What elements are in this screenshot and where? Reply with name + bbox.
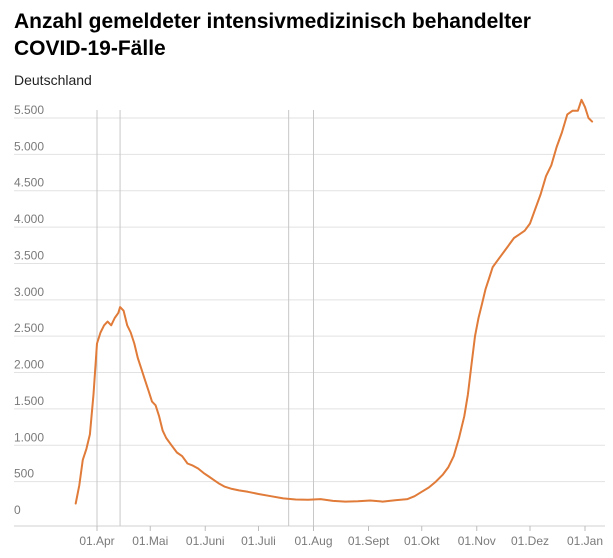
chart-subtitle: Deutschland: [14, 72, 92, 88]
x-tick-label: 01.Apr: [79, 534, 114, 548]
x-tick-label: 01.Okt: [404, 534, 440, 548]
reference-lines: [96, 110, 314, 526]
y-tick-label: 2.500: [14, 321, 44, 335]
series: [74, 98, 594, 505]
y-axis-ticks: 0 500 1.000 1.500 2.000 2.500 3.000 3.500 4.000 4…: [14, 103, 44, 517]
y-tick-label: 1.500: [14, 394, 44, 408]
x-tick-label: 01.Juli: [241, 534, 276, 548]
y-tick-label: 2.000: [14, 358, 44, 372]
x-tick-label: 01.Sept: [348, 534, 390, 548]
x-axis-ticks: 01.Apr 01.Mai 01.Juni 01.Juli 01.Aug 01.Sept 0…: [79, 526, 603, 548]
y-tick-label: 4.000: [14, 212, 44, 226]
y-tick-label: 3.000: [14, 285, 44, 299]
x-tick-label: 01.Juni: [186, 534, 225, 548]
y-tick-label: 1.000: [14, 430, 44, 444]
y-tick-label: 500: [14, 467, 34, 481]
x-tick-label: 01.Dez: [511, 534, 549, 548]
y-tick-label: 3.500: [14, 248, 44, 262]
x-tick-label: 01.Nov: [458, 534, 496, 548]
chart-title: Anzahl gemeldeter intensivmedizinisch be…: [14, 10, 531, 60]
y-tick-label: 5.500: [14, 103, 44, 117]
y-tick-label: 4.500: [14, 176, 44, 190]
series-line: [74, 98, 594, 505]
y-tick-label: 0: [14, 503, 21, 517]
x-tick-label: 01.Aug: [294, 534, 332, 548]
gridlines: [14, 117, 605, 527]
x-tick-label: 01.Mai: [132, 534, 168, 548]
x-tick-label: 01.Jan: [567, 534, 603, 548]
y-tick-label: 5.000: [14, 139, 44, 153]
